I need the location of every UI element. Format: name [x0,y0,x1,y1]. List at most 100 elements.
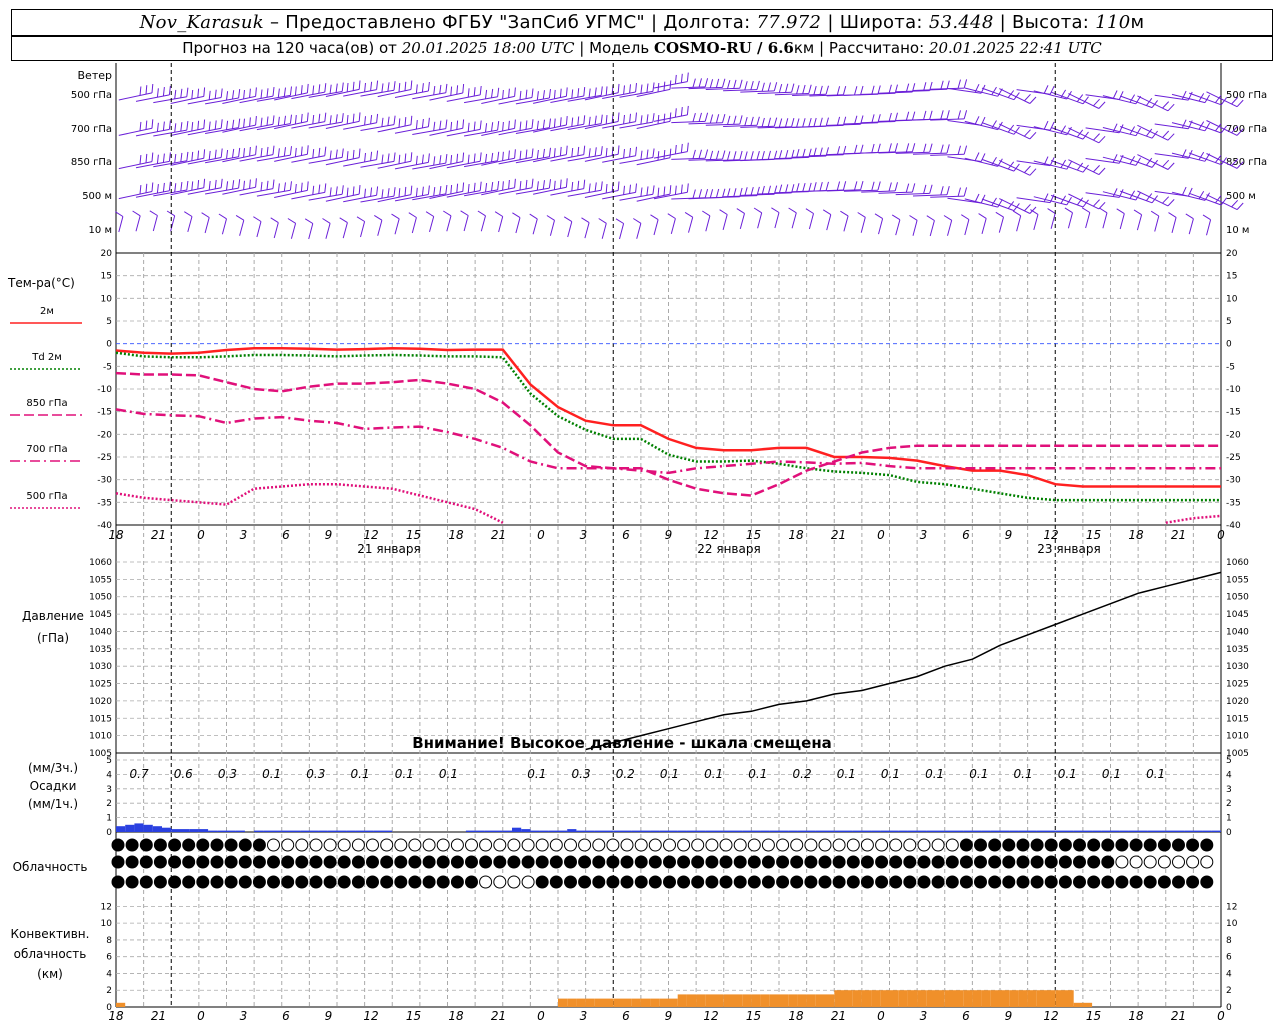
cloud-symbol [733,875,747,889]
wind-barb-feather [1060,159,1067,168]
precip-bar [1055,830,1065,832]
wind-barb-feather [629,84,631,94]
precip-amount-label: 0.2 [793,767,812,781]
wind-barb [878,91,913,94]
wind-barb-feather [761,117,765,127]
temp-series-line [115,371,1221,497]
time-tick-bottom: 0 [197,1009,205,1023]
wind-barb-feather [577,146,580,156]
wind-barb-feather [877,85,881,95]
precip-bar [1202,830,1212,832]
wind-barb-feather [583,179,586,189]
day-label: 21 января [357,542,420,556]
wind-barb-feather [1024,129,1031,137]
wind-barb-feather [180,88,183,98]
wind-barb-feather [318,184,321,194]
cloud-symbol [1087,838,1101,852]
wind-barb-feather [854,144,858,154]
precip-bar [373,830,383,832]
wind-barb-feather [508,120,510,130]
wind-barb [930,153,965,156]
precip-bar [318,830,328,832]
wind-barb-feather [174,89,177,99]
precip-bar [677,830,687,832]
wind-barb-feather [497,151,500,161]
wind-barb-feather [819,85,823,95]
time-tick-top: 15 [1086,528,1101,542]
wind-barb-feather [191,89,194,99]
wind-barb-feather [860,144,864,154]
wind-barb [1050,194,1084,208]
wind-barb-feather [667,213,676,219]
time-tick-top: 0 [197,528,205,542]
conv-title2: облачность [14,947,87,961]
wind-barb-feather [306,181,309,191]
wind-barb-feather [652,82,655,92]
wind-barb-feather [376,150,379,160]
temp-tick-left: -25 [97,453,112,463]
cloud-symbol [535,838,549,852]
cloud-title: Облачность [13,860,88,874]
conv-bar [815,994,825,1007]
time-tick-top: 3 [240,528,248,542]
temp-tick-left: -10 [97,385,112,395]
wind-barb-feather [1231,97,1239,105]
pressure-tick-left: 1060 [89,558,112,568]
wind-barb-feather [813,182,817,192]
cloud-symbol [295,855,309,869]
wind-barb-feather [778,83,783,93]
wind-barb-feather [255,116,257,126]
temp-tick-right: 20 [1226,249,1238,259]
precip-bar [1128,830,1139,832]
conv-tick-left: 4 [106,969,112,979]
cloud-symbol [281,838,295,852]
wind-barb [601,223,607,239]
wind-barb-feather [1098,101,1106,109]
wind-barb-feather [339,217,348,224]
wind-barb [1189,92,1222,106]
temp-tick-left: 5 [106,317,112,327]
cloud-symbol [1087,875,1101,889]
cloud-symbol [549,875,563,889]
precip-bar [116,826,126,832]
wind-barb-feather [1135,192,1142,201]
wind-barb-feather [605,147,608,157]
wind-barb-feather [1012,210,1021,217]
cloud-symbol [875,838,889,852]
wind-barb-feather [266,180,269,190]
wind-barb [688,122,723,125]
wind-barb-feather [698,78,702,88]
wind-barb-feather [306,112,309,122]
wind-barb [515,156,550,164]
wind-barb [342,222,348,239]
wind-barb-feather [387,153,390,163]
wind-barb-feather [753,207,762,214]
wind-barb-feather [410,185,413,195]
conv-bar [926,990,936,1007]
wind-barb-feather [1162,101,1170,109]
conv-bar [889,990,899,1007]
time-tick-bottom: 15 [746,1009,761,1023]
wind-barb-feather [871,181,875,191]
wind-barb-feather [722,78,726,88]
conv-tick-left: 12 [101,902,112,912]
cloud-symbol [1016,838,1030,852]
precip-bar [898,830,908,832]
wind-barb-feather [335,114,338,124]
precip-amount-label: 0.1 [1102,767,1121,781]
wind-barb-feather [684,211,693,218]
wind-barb-feather [891,214,901,221]
cloud-symbol [832,838,846,852]
pressure-line [585,571,1222,751]
wind-barb-feather [391,213,400,220]
cloud-symbol [1157,855,1171,869]
wind-barb-feather [669,185,672,195]
wind-barb-feather [813,147,817,157]
wind-barb-feather [502,89,504,100]
time-tick-bottom: 18 [448,1009,464,1023]
wind-barb-feather [329,187,332,197]
cloud-symbol [252,838,266,852]
wind-barb-feather [260,147,263,158]
temp-tick-right: -30 [1226,476,1241,486]
wind-barb-feather [796,118,800,128]
